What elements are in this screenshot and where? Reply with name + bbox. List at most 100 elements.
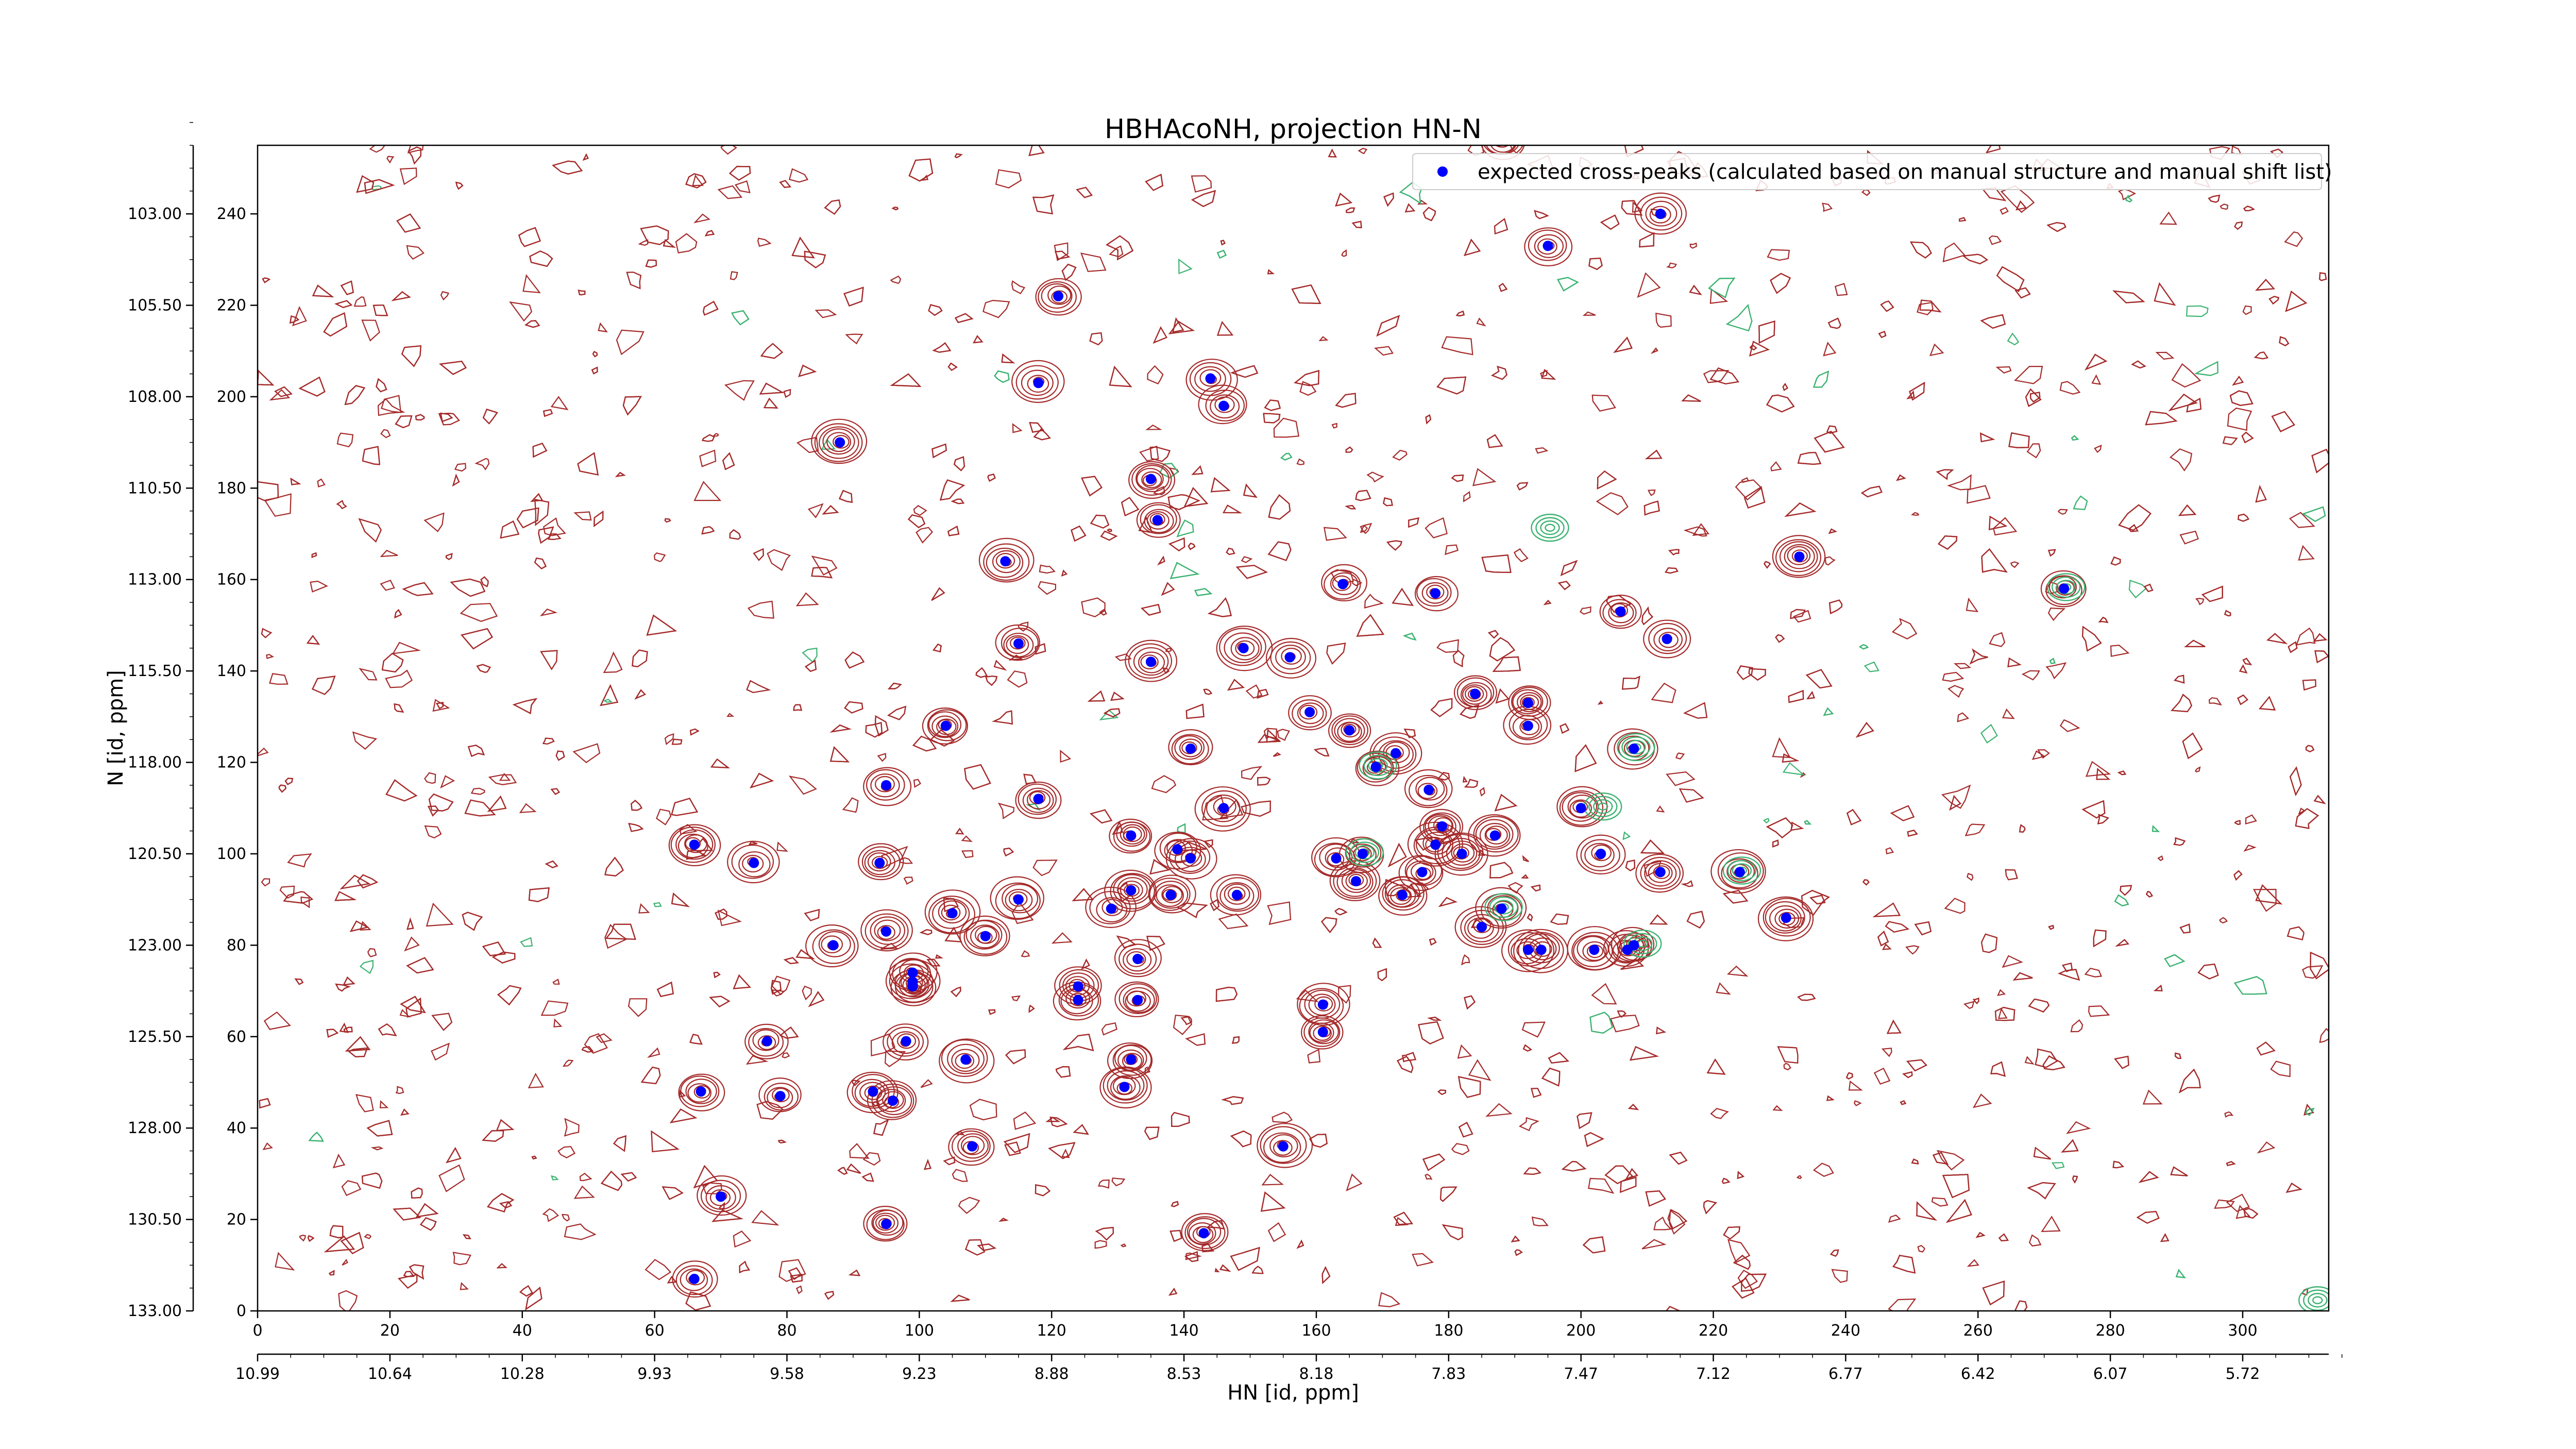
- noise-contour: [1335, 192, 1353, 207]
- cross-peak-marker: [835, 437, 845, 448]
- noise-contour: [1766, 817, 1793, 839]
- noise-contour: [432, 699, 450, 712]
- noise-contour: [258, 481, 279, 501]
- noise-contour: [551, 1175, 559, 1181]
- noise-contour: [843, 287, 864, 307]
- noise-contour: [1495, 688, 1510, 704]
- contour-ring: [952, 1130, 991, 1162]
- noise-contour: [759, 382, 785, 395]
- noise-contour: [450, 578, 486, 597]
- contour-ring: [1345, 872, 1368, 890]
- noise-contour: [2048, 924, 2055, 930]
- noise-contour: [1980, 933, 1998, 953]
- x-tick-label: 9.58: [770, 1365, 804, 1383]
- contour-ring: [1021, 369, 1054, 396]
- cross-peak-marker: [1596, 848, 1606, 859]
- noise-contour: [2084, 967, 2103, 978]
- noise-contour: [604, 923, 628, 949]
- noise-contour: [1028, 1004, 1035, 1013]
- contour-ring: [1398, 855, 1444, 891]
- noise-contour: [1548, 1052, 1569, 1064]
- noise-contour: [312, 284, 334, 297]
- noise-contour: [628, 822, 644, 832]
- noise-contour: [1110, 692, 1125, 701]
- noise-contour: [1442, 1224, 1463, 1241]
- noise-contour: [713, 971, 721, 979]
- contour-ring: [1648, 622, 1687, 654]
- noise-contour: [482, 1130, 504, 1142]
- noise-contour: [262, 1142, 273, 1151]
- cross-peak-marker: [1522, 720, 1533, 731]
- noise-contour: [1805, 669, 1833, 689]
- contour-ring: [1331, 715, 1368, 746]
- noise-contour: [548, 533, 562, 541]
- contour-ring: [1330, 572, 1359, 595]
- noise-contour: [891, 207, 899, 211]
- noise-contour: [1245, 684, 1263, 699]
- noise-contour: [1147, 365, 1164, 384]
- noise-contour: [2110, 645, 2130, 657]
- noise-contour: [534, 499, 550, 526]
- noise-contour: [2287, 641, 2298, 653]
- contour-ring: [965, 920, 1003, 950]
- noise-contour: [704, 230, 715, 237]
- noise-contour: [2114, 894, 2129, 906]
- noise-contour: [1486, 434, 1503, 448]
- noise-contour: [997, 802, 1015, 820]
- contour-ring: [871, 856, 888, 869]
- contour-ring: [1309, 1022, 1334, 1043]
- noise-contour: [1733, 1255, 1751, 1270]
- contour-ring: [1184, 1216, 1226, 1250]
- y-tick-label: 220: [217, 296, 246, 314]
- noise-contour: [1273, 752, 1281, 757]
- contour-ring: [1404, 769, 1453, 808]
- noise-contour: [1171, 1111, 1190, 1127]
- contour-ring: [738, 851, 771, 878]
- contour-ring: [1008, 891, 1028, 907]
- cross-peak-marker: [1172, 844, 1183, 855]
- noise-contour: [1441, 336, 1473, 356]
- noise-contour: [1277, 729, 1290, 741]
- contour-ring: [1219, 882, 1255, 911]
- noise-contour: [1689, 242, 1697, 249]
- noise-contour: [573, 511, 592, 521]
- noise-contour: [1858, 644, 1869, 650]
- noise-contour: [671, 892, 690, 907]
- cross-peak-marker: [1013, 894, 1024, 905]
- x-tick-label: 280: [2096, 1322, 2125, 1340]
- contour-ring: [1454, 906, 1507, 948]
- cross-peak-marker: [1430, 839, 1441, 850]
- y-tick-label: 110.50: [128, 479, 182, 497]
- noise-contour: [821, 439, 836, 450]
- noise-contour: [1906, 1059, 1927, 1072]
- noise-contour: [808, 991, 825, 1007]
- noise-contour: [1914, 921, 1932, 936]
- noise-contour: [2151, 825, 2160, 832]
- noise-contour: [1425, 517, 1448, 538]
- noise-contour: [275, 1252, 295, 1271]
- noise-contour: [1230, 1130, 1252, 1148]
- noise-contour: [2002, 955, 2024, 968]
- noise-contour: [824, 1291, 835, 1300]
- noise-contour: [2243, 844, 2257, 852]
- peak-contour: [811, 418, 868, 464]
- noise-contour: [1216, 249, 1227, 259]
- noise-contour: [1999, 207, 2009, 215]
- contour-ring: [1409, 774, 1448, 806]
- noise-contour: [1185, 1033, 1206, 1046]
- noise-contour: [2070, 1019, 2083, 1033]
- noise-contour: [1206, 1220, 1225, 1230]
- noise-contour: [1436, 376, 1467, 395]
- noise-contour: [772, 989, 785, 997]
- noise-contour: [1963, 1001, 1975, 1009]
- noise-contour: [1998, 1233, 2009, 1242]
- noise-contour: [259, 1098, 271, 1109]
- noise-contour: [1214, 1268, 1220, 1273]
- noise-contour: [1267, 541, 1292, 561]
- noise-contour: [1892, 1255, 1916, 1274]
- noise-contour: [1114, 653, 1132, 661]
- noise-contour: [689, 1034, 703, 1045]
- noise-contour: [294, 978, 304, 985]
- noise-contour: [1541, 1067, 1561, 1087]
- noise-contour: [2073, 495, 2088, 510]
